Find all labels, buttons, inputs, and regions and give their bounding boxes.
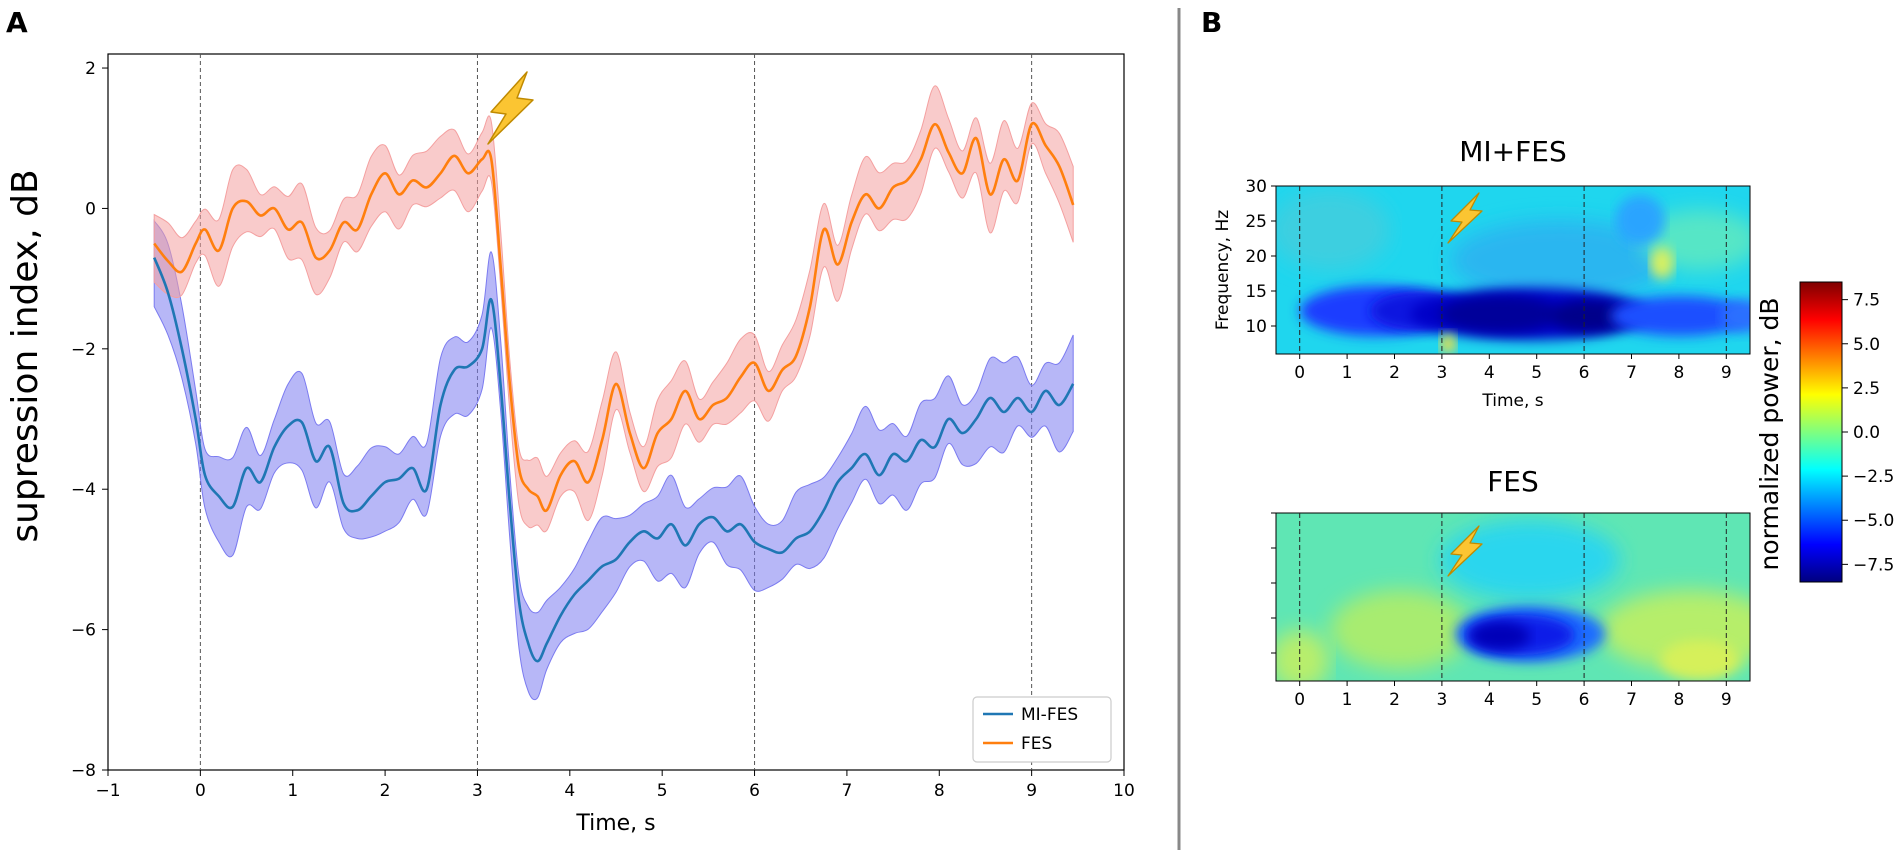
map-x-tick-label: 8	[1673, 363, 1684, 383]
series-mi-fes	[152, 257, 1075, 663]
map-x-tick-label: 6	[1579, 363, 1590, 383]
y-tick-label: 2	[85, 59, 96, 79]
x-tick-label: 5	[657, 781, 668, 801]
heatmap-fes	[1276, 513, 1750, 681]
x-tick-label: 8	[934, 781, 945, 801]
x-tick-label: 1	[287, 781, 298, 801]
colorbar-tick-label: 7.5	[1853, 291, 1880, 311]
colorbar-tick-label: −5.0	[1853, 511, 1894, 531]
map-x-tick-label: 9	[1721, 363, 1732, 383]
y-tick-label: −2	[71, 340, 96, 360]
map-x-tick-label: 1	[1342, 363, 1353, 383]
map-title-fes: FES	[1487, 465, 1539, 498]
map-y-tick-label: 25	[1245, 212, 1267, 232]
spectrogram-panel: MI+FES FES	[1213, 135, 1894, 710]
x-tick-label: 10	[1113, 781, 1135, 801]
panel-label-b: B	[1201, 6, 1222, 39]
colorbar-tick-label: 5.0	[1853, 335, 1880, 355]
y-axis-label: supression index, dB	[5, 169, 46, 542]
map-x-axis-label: Time, s	[1481, 391, 1543, 411]
map-x-tick-label: 7	[1626, 690, 1637, 710]
panel-label-a: A	[6, 6, 28, 39]
map-x-tick-label: 3	[1436, 690, 1447, 710]
colorbar-tick-label: −2.5	[1853, 467, 1894, 487]
x-tick-label: −1	[95, 781, 120, 801]
map-y-tick-label: 15	[1245, 282, 1267, 302]
y-tick-label: −4	[71, 480, 96, 500]
y-tick-label: −6	[71, 621, 96, 641]
map-y-tick-label: 10	[1245, 317, 1267, 337]
map-x-tick-label: 0	[1294, 363, 1305, 383]
stimulation-bolt-icon-mi-fes	[1447, 192, 1483, 244]
x-tick-label: 4	[564, 781, 575, 801]
map-x-tick-label: 6	[1579, 690, 1590, 710]
map-x-tick-label: 8	[1673, 690, 1684, 710]
y-tick-label: −8	[71, 761, 96, 781]
heatmap-mi-fes	[1276, 186, 1750, 354]
colorbar-tick-label: −7.5	[1853, 555, 1894, 575]
line-chart-panel: −1 0 1 2 3 4 5 6 7 8 9 10 2 0 −2 −4 −6 −8 Time, s supres…	[5, 53, 1135, 836]
heatmap-frame-mi-fes	[1275, 185, 1751, 355]
heatmap-frame-fes	[1275, 512, 1751, 682]
colorbar-label: normalized power, dB	[1755, 297, 1784, 570]
x-axis-label: Time, s	[575, 811, 655, 836]
map-x-tick-label: 7	[1626, 363, 1637, 383]
series-fes	[153, 121, 1075, 513]
stimulation-bolt-icon-fes	[1447, 525, 1483, 577]
legend-label-mi-fes: MI-FES	[1021, 705, 1078, 725]
map-y-tick-label: 30	[1245, 177, 1267, 197]
map-y-tick-label: 20	[1245, 247, 1267, 267]
map-x-tick-label: 4	[1484, 363, 1495, 383]
x-tick-label: 7	[841, 781, 852, 801]
stimulation-bolt-icon	[487, 71, 534, 145]
map-x-tick-label: 2	[1389, 690, 1400, 710]
legend-label-fes: FES	[1021, 734, 1052, 754]
map-x-tick-label: 2	[1389, 363, 1400, 383]
map-x-tick-label: 3	[1436, 363, 1447, 383]
map-y-axis-label: Frequency, Hz	[1213, 210, 1233, 330]
map-title-mi-fes: MI+FES	[1459, 135, 1566, 168]
colorbar	[1799, 281, 1843, 583]
x-tick-label: 6	[749, 781, 760, 801]
colorbar-tick-label: 2.5	[1853, 379, 1880, 399]
x-tick-label: 3	[472, 781, 483, 801]
colorbar-tick-label: 0.0	[1853, 423, 1880, 443]
map-x-tick-label: 9	[1721, 690, 1732, 710]
map-x-tick-label: 1	[1342, 690, 1353, 710]
map-x-tick-label: 0	[1294, 690, 1305, 710]
map-x-tick-label: 5	[1531, 690, 1542, 710]
map-x-tick-label: 5	[1531, 363, 1542, 383]
x-tick-label: 2	[380, 781, 391, 801]
x-tick-label: 0	[195, 781, 206, 801]
y-tick-label: 0	[85, 199, 96, 219]
legend: MI-FES FES	[972, 696, 1112, 763]
band-fes	[153, 85, 1074, 533]
x-tick-label: 9	[1026, 781, 1037, 801]
map-x-tick-label: 4	[1484, 690, 1495, 710]
